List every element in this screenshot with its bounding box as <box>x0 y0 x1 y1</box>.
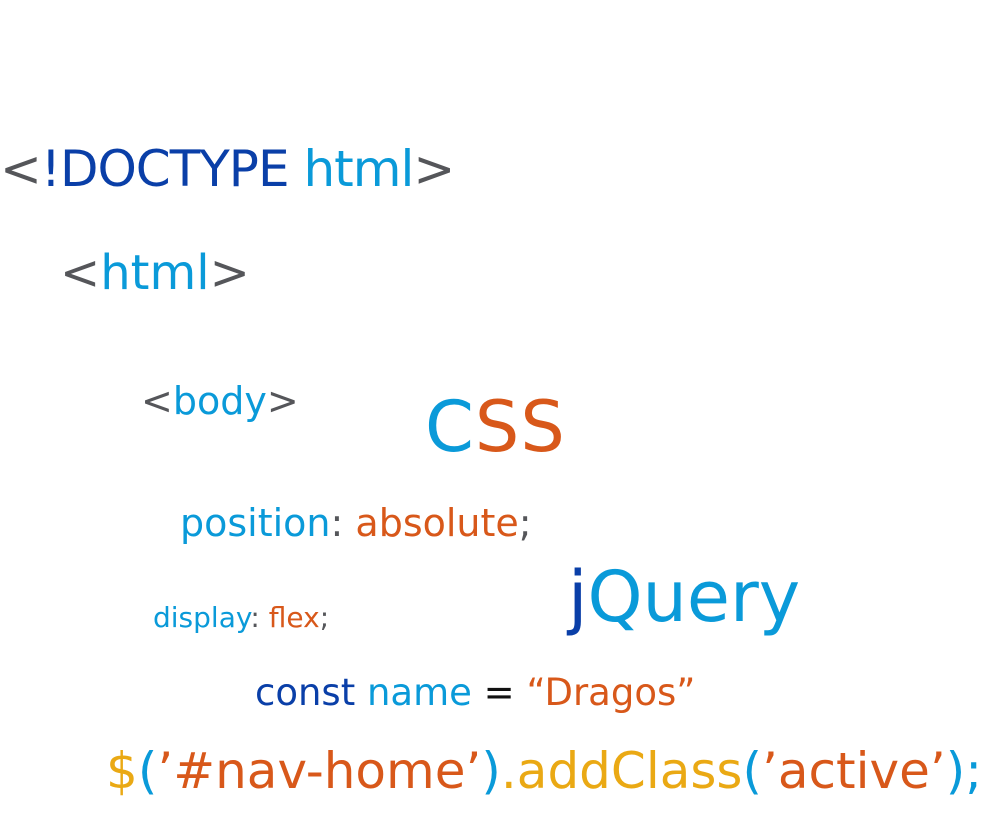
addclass-method: .addClass <box>500 742 743 800</box>
html-open-bracket: < <box>60 245 101 301</box>
display-colon: : <box>250 601 269 634</box>
statement-semicolon: ; <box>965 742 983 800</box>
position-declaration: position: absolute; <box>180 504 532 542</box>
display-declaration: display: flex; <box>153 604 329 632</box>
css-letters-ss: SS <box>474 386 566 468</box>
doctype-line: <!DOCTYPE html> <box>0 144 455 194</box>
display-property: display <box>153 601 251 634</box>
display-value: flex <box>268 601 320 634</box>
selector-string: ’#nav-home’ <box>157 742 482 800</box>
position-colon: : <box>330 501 356 545</box>
jquery-letters-query: Query <box>587 556 801 638</box>
css-letter-c: C <box>425 386 475 468</box>
const-equals: = <box>471 671 527 714</box>
doctype-open-bracket: < <box>0 140 42 198</box>
argument-open-paren: ( <box>742 742 762 800</box>
doctype-keyword: !DOCTYPE <box>40 140 290 198</box>
position-property: position <box>180 501 331 545</box>
jquery-word: jQuery <box>568 562 800 632</box>
selector-close-paren: ) <box>481 742 501 800</box>
const-string-value: “Dragos” <box>526 671 696 714</box>
position-value: absolute <box>355 501 519 545</box>
const-statement: const name = “Dragos” <box>255 674 695 711</box>
jquery-call-statement: $(’#nav-home’).addClass(’active’); <box>106 746 982 796</box>
body-open-bracket: < <box>141 379 173 423</box>
doctype-html: html <box>288 140 414 198</box>
const-keyword: const <box>255 671 356 714</box>
html-tag-name: html <box>100 245 210 301</box>
body-close-bracket: > <box>266 379 299 423</box>
argument-close-paren: ) <box>945 742 966 800</box>
const-identifier: name <box>355 671 472 714</box>
html-close-bracket: > <box>209 245 250 301</box>
jquery-letter-j: j <box>568 556 588 638</box>
position-semicolon: ; <box>518 501 532 545</box>
doctype-close-bracket: > <box>413 140 455 198</box>
html-tag-line: <html> <box>60 249 250 297</box>
css-word: CSS <box>425 392 566 462</box>
selector-open-paren: ( <box>137 742 158 800</box>
body-tag-name: body <box>172 379 267 423</box>
argument-string: ’active’ <box>761 742 946 800</box>
jquery-dollar: $ <box>106 742 138 800</box>
display-semicolon: ; <box>319 601 330 634</box>
body-tag-line: <body> <box>141 382 299 420</box>
